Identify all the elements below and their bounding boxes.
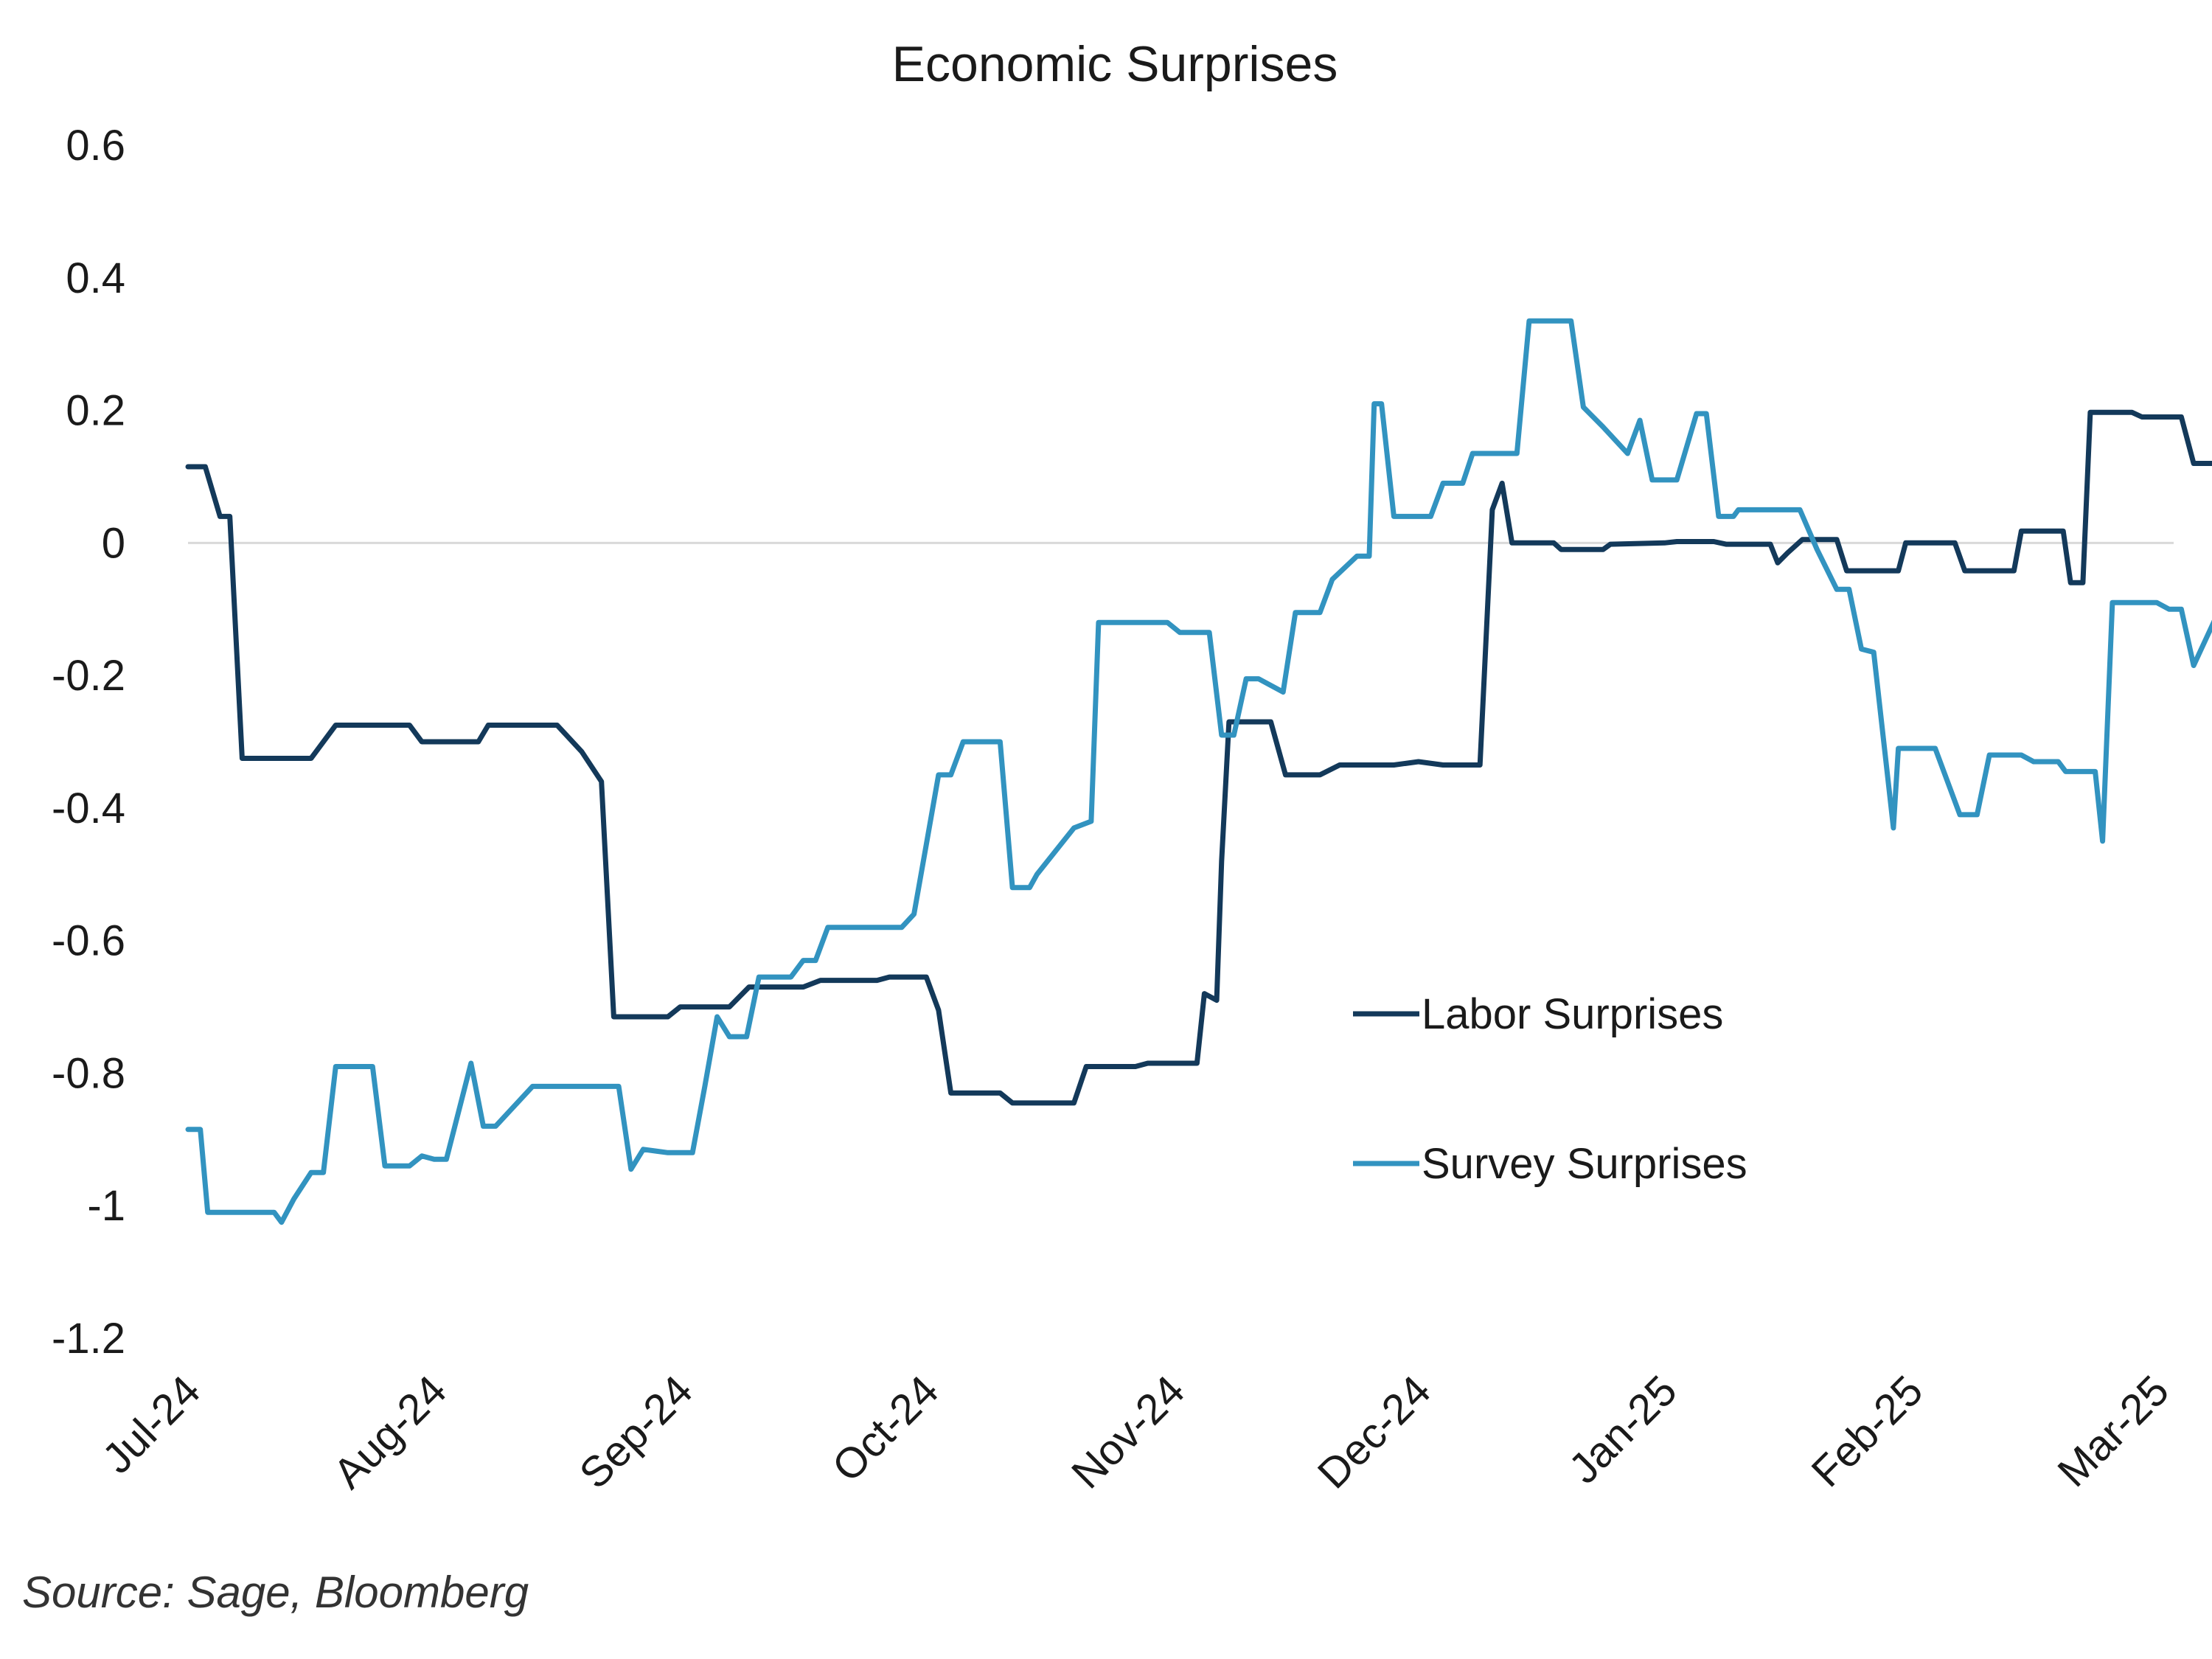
y-tick-label: -1.2 bbox=[52, 1315, 125, 1363]
chart-title: Economic Surprises bbox=[892, 36, 1338, 92]
y-tick-label: 0.6 bbox=[66, 122, 125, 170]
x-tick-label: Mar-25 bbox=[2048, 1366, 2178, 1496]
y-tick-label: -0.6 bbox=[52, 917, 125, 965]
y-tick-label: -0.8 bbox=[52, 1049, 125, 1097]
x-axis-ticks: Jul-24 Aug-24 Sep-24 Oct-24 Nov-24 Dec-24 Jan-… bbox=[94, 1366, 2179, 1498]
x-tick-label: Sep-24 bbox=[570, 1366, 701, 1498]
x-tick-label: Jul-24 bbox=[94, 1366, 210, 1483]
series-lines bbox=[185, 318, 2212, 1225]
x-tick-label: Aug-24 bbox=[324, 1366, 456, 1498]
legend: Labor Surprises Survey Surprises bbox=[1353, 990, 1747, 1188]
x-tick-label: Feb-25 bbox=[1803, 1366, 1933, 1496]
series-line-survey-surprises bbox=[185, 318, 2212, 1225]
x-tick-label: Dec-24 bbox=[1309, 1366, 1440, 1498]
y-tick-label: -0.4 bbox=[52, 785, 125, 832]
y-tick-label: -1 bbox=[87, 1182, 125, 1230]
x-tick-label: Nov-24 bbox=[1062, 1366, 1194, 1498]
x-tick-label: Oct-24 bbox=[823, 1366, 947, 1491]
legend-label: Labor Surprises bbox=[1422, 990, 1723, 1038]
x-tick-label: Jan-25 bbox=[1559, 1366, 1686, 1492]
source-note: Source: Sage, Bloomberg bbox=[22, 1568, 529, 1617]
y-tick-label: 0.2 bbox=[66, 387, 125, 435]
y-axis-ticks: 0.6 0.4 0.2 0 -0.2 -0.4 -0.6 -0.8 -1 -1.2 bbox=[52, 122, 125, 1363]
legend-label: Survey Surprises bbox=[1422, 1140, 1747, 1188]
y-tick-label: -0.2 bbox=[52, 652, 125, 700]
series-line-labor-surprises bbox=[185, 409, 2212, 1106]
y-tick-label: 0 bbox=[102, 519, 125, 567]
y-tick-label: 0.4 bbox=[66, 254, 125, 302]
